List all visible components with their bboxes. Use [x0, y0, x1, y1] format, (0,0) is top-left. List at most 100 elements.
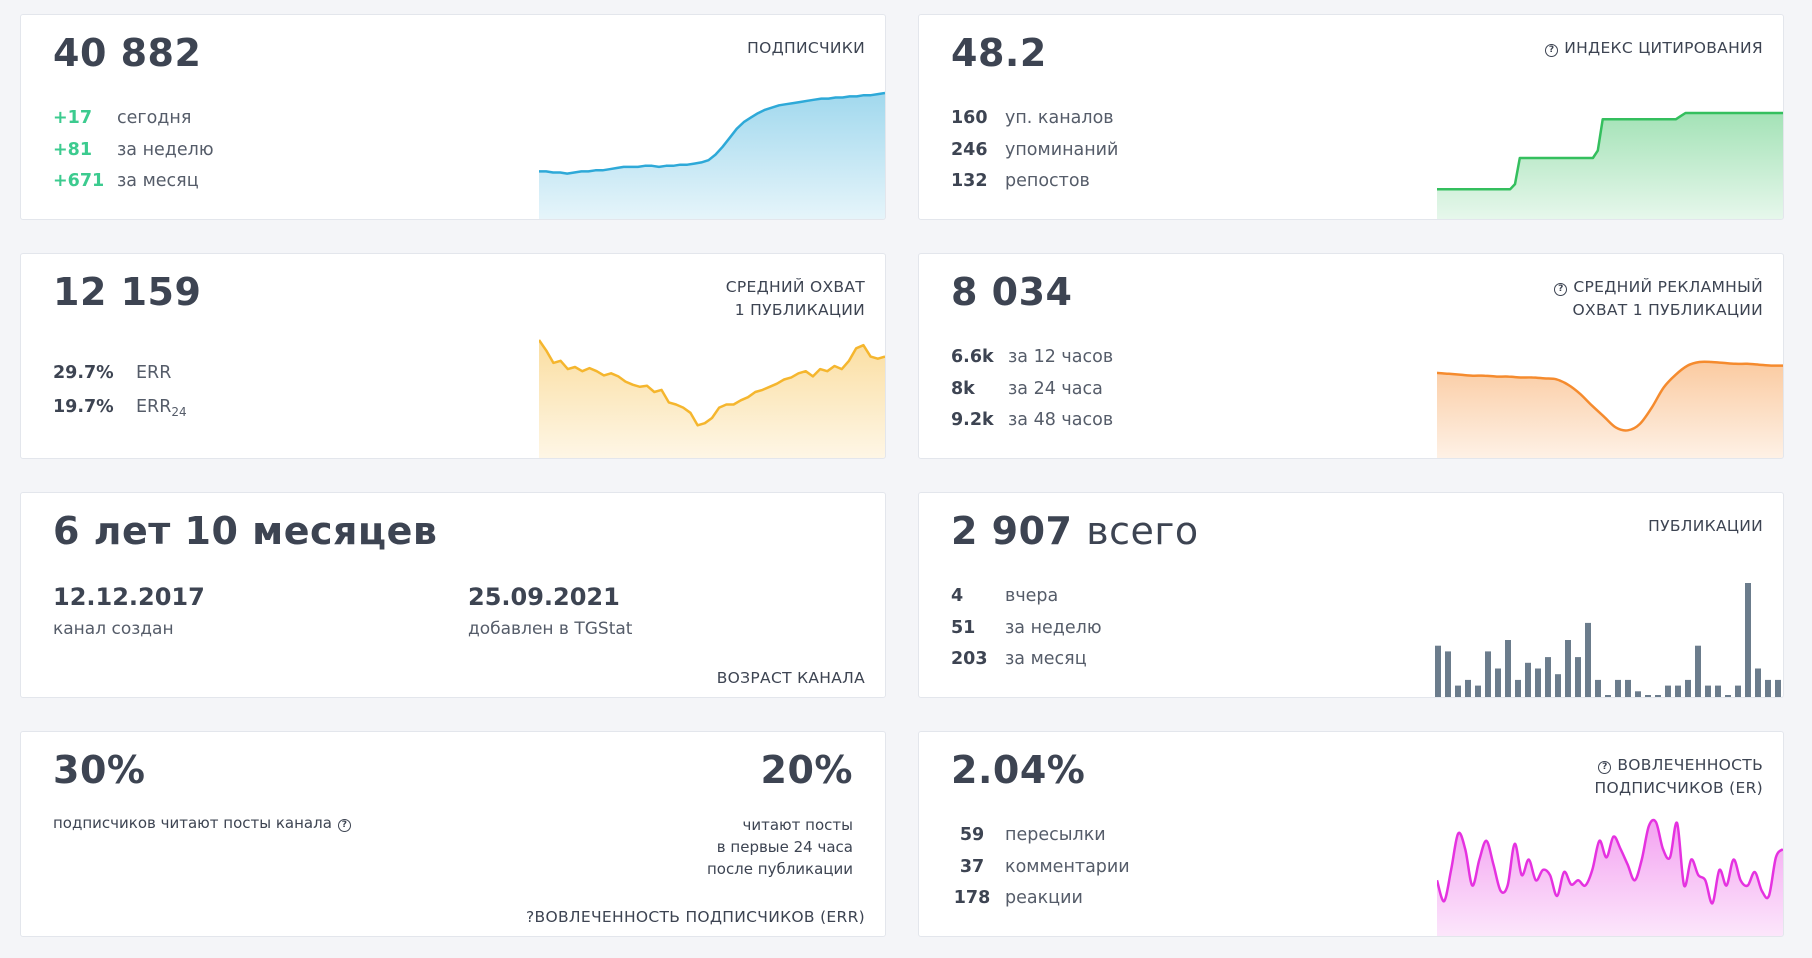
- stat-desc: за 12 часов: [1008, 347, 1114, 367]
- publications-label: ПУБЛИКАЦИИ: [1648, 517, 1763, 535]
- sparkline-area: [1437, 819, 1783, 936]
- bar: [1515, 679, 1521, 697]
- publications-bar-chart: [1435, 583, 1781, 697]
- stat-desc: за месяц: [1005, 649, 1087, 669]
- created-date: 12.12.2017: [53, 583, 205, 611]
- err-value: 29.7%: [53, 363, 114, 383]
- reach-label-line1: СРЕДНИЙ ОХВАТ: [725, 278, 865, 296]
- question-circle-icon[interactable]: ?: [526, 908, 535, 926]
- question-circle-icon[interactable]: ?: [1545, 44, 1559, 57]
- stat-row: 132 репостов: [951, 166, 1118, 198]
- bar: [1545, 657, 1551, 697]
- created-block: 12.12.2017 канал создан: [53, 583, 205, 639]
- question-circle-icon[interactable]: ?: [1598, 761, 1612, 774]
- stat-value: 203: [951, 649, 988, 669]
- err24-sub: 24: [171, 405, 187, 419]
- reach-label: СРЕДНИЙ ОХВАТ 1 ПУБЛИКАЦИИ: [726, 276, 865, 322]
- bar: [1525, 662, 1531, 697]
- stat-desc: уп. каналов: [1005, 108, 1114, 128]
- publications-value: 2 907 всего: [951, 509, 1199, 553]
- stat-value: 8k: [951, 378, 975, 399]
- err-label: ?ВОВЛЕЧЕННОСТЬ ПОДПИСЧИКОВ (ERR): [526, 908, 865, 926]
- citation-value: 48.2: [951, 31, 1047, 75]
- stat-row: 203 за месяц: [951, 644, 1102, 676]
- citation-label-text: ИНДЕКС ЦИТИРОВАНИЯ: [1564, 39, 1763, 57]
- stat-value: 246: [951, 139, 988, 160]
- stat-desc: упоминаний: [1005, 139, 1119, 160]
- bar: [1685, 679, 1691, 697]
- ad-reach-card[interactable]: 8 034 ? СРЕДНИЙ РЕКЛАМНЫЙ ОХВАТ 1 ПУБЛИКА…: [918, 253, 1784, 459]
- err-right-desc-line: в первые 24 часа: [716, 838, 853, 856]
- stat-desc: за неделю: [1005, 617, 1102, 638]
- stat-row: 178 реакции: [951, 883, 1130, 915]
- bar: [1625, 679, 1631, 697]
- added-label: добавлен в TGStat: [468, 619, 633, 639]
- bar: [1615, 679, 1621, 697]
- subscribers-card[interactable]: 40 882 ПОДПИСЧИКИ +17 сегодня +81 за недел…: [20, 14, 886, 220]
- citation-stats: 160 уп. каналов 246 упоминаний 132 репостов: [951, 103, 1118, 198]
- stat-desc: пересылки: [1005, 825, 1106, 845]
- er-card[interactable]: 2.04% ? ВОВЛЕЧЕННОСТЬ ПОДПИСЧИКОВ (ER) 59…: [918, 731, 1784, 937]
- subscribers-stats: +17 сегодня +81 за неделю +671 за месяц: [53, 103, 214, 198]
- added-date: 25.09.2021: [468, 583, 620, 611]
- bar: [1435, 645, 1441, 697]
- stat-value: 6.6k: [951, 347, 994, 367]
- age-card[interactable]: 6 лет 10 месяцев 12.12.2017 канал создан…: [20, 492, 886, 698]
- stat-row: +81 за неделю: [53, 135, 214, 167]
- ad-reach-label: ? СРЕДНИЙ РЕКЛАМНЫЙ ОХВАТ 1 ПУБЛИКАЦИИ: [1554, 276, 1763, 322]
- bar: [1475, 685, 1481, 697]
- stat-value: 37: [959, 856, 985, 877]
- question-circle-icon[interactable]: ?: [337, 819, 351, 832]
- sparkline-area: [1437, 113, 1783, 219]
- stat-value: 9.2k: [951, 410, 994, 430]
- bar: [1605, 695, 1611, 697]
- stat-value: 51: [951, 617, 976, 638]
- er-sparkline: [1437, 818, 1783, 936]
- stat-row: 160 уп. каналов: [951, 103, 1118, 135]
- subscribers-value: 40 882: [53, 31, 202, 75]
- stat-desc: комментарии: [1005, 856, 1130, 877]
- bar: [1675, 685, 1681, 697]
- stat-row: 9.2k за 48 часов: [951, 405, 1113, 437]
- bar: [1735, 685, 1741, 697]
- sparkline-line: [1437, 818, 1783, 905]
- err-right-desc-line: читают посты: [742, 816, 854, 834]
- sparkline-area: [539, 340, 885, 458]
- publications-total: 2 907: [951, 509, 1073, 553]
- bar: [1665, 685, 1671, 697]
- er-label-line2: ПОДПИСЧИКОВ (ER): [1594, 779, 1763, 797]
- ad-reach-sparkline: [1437, 360, 1783, 458]
- reach-sparkline: [539, 339, 885, 458]
- ad-reach-label-line2: ОХВАТ 1 ПУБЛИКАЦИИ: [1572, 301, 1763, 319]
- subscribers-sparkline: [539, 91, 885, 219]
- stat-row: 4 вчера: [951, 581, 1102, 613]
- citation-label: ? ИНДЕКС ЦИТИРОВАНИЯ: [1545, 37, 1763, 60]
- stat-value: 59: [959, 825, 985, 845]
- stat-row: 29.7% ERR: [53, 356, 187, 390]
- bar: [1775, 679, 1781, 697]
- bar: [1445, 651, 1451, 697]
- stat-desc: за неделю: [117, 139, 214, 160]
- stat-desc: за 24 часа: [1008, 378, 1103, 399]
- citation-card[interactable]: 48.2 ? ИНДЕКС ЦИТИРОВАНИЯ 160 уп. каналов …: [918, 14, 1784, 220]
- err-right-value: 20%: [760, 748, 853, 792]
- publications-card[interactable]: 2 907 всего ПУБЛИКАЦИИ 4 вчера 51 за недел…: [918, 492, 1784, 698]
- bar: [1745, 583, 1751, 697]
- stat-value: 160: [951, 108, 988, 128]
- stat-row: +17 сегодня: [53, 103, 214, 135]
- reach-card[interactable]: 12 159 СРЕДНИЙ ОХВАТ 1 ПУБЛИКАЦИИ 29.7% E…: [20, 253, 886, 459]
- stat-value: 132: [951, 171, 988, 191]
- question-circle-icon[interactable]: ?: [1554, 283, 1568, 296]
- bar: [1765, 679, 1771, 697]
- reach-label-line2: 1 ПУБЛИКАЦИИ: [734, 301, 865, 319]
- sparkline-line: [1437, 111, 1783, 191]
- bar: [1755, 668, 1761, 697]
- ad-reach-value: 8 034: [951, 270, 1073, 314]
- added-block: 25.09.2021 добавлен в TGStat: [468, 583, 632, 639]
- err-card[interactable]: 30% подписчиков читают посты канала? 20%…: [20, 731, 886, 937]
- bar: [1645, 695, 1651, 697]
- stat-row: 51 за неделю: [951, 613, 1102, 645]
- sparkline-area: [539, 93, 885, 219]
- stat-desc: сегодня: [117, 108, 192, 128]
- bar: [1535, 668, 1541, 697]
